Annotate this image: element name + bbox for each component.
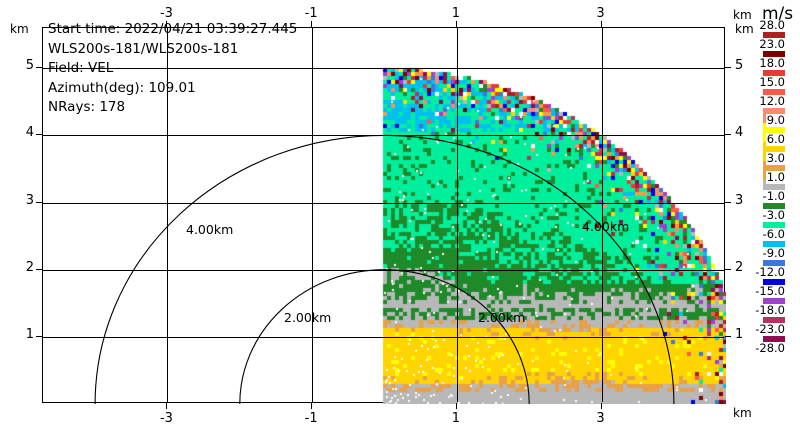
info-overlay-line-4: NRays: 178: [48, 99, 126, 115]
axis-unit-top-right: km: [735, 22, 754, 36]
gridline-x--1: [312, 28, 313, 402]
gridline-y-4: [43, 135, 724, 136]
y-tick-label-left-4: 4: [25, 125, 34, 141]
gridline-x--3: [167, 28, 168, 402]
tick: [166, 21, 167, 27]
y-tick-label-right-5: 5: [735, 58, 744, 74]
range-ring-label-4km-right: 4.00km: [582, 219, 630, 234]
x-tick-label-top-1: 1: [451, 6, 460, 21]
colorbar-title: m/s: [762, 4, 794, 24]
colorbar-tick-label-1: 23.0: [758, 37, 786, 51]
colorbar-tick-label-15: -18.0: [754, 303, 786, 317]
gridline-y-1: [43, 337, 724, 338]
x-tick-label-bottom-3: 3: [596, 411, 605, 426]
colorbar-tick-label-2: 18.0: [758, 56, 786, 70]
x-tick-label-bottom-1: 1: [451, 411, 460, 426]
colorbar-tick-label-6: 6.0: [765, 132, 786, 146]
range-ring-label-4km-left: 4.00km: [186, 222, 234, 237]
x-tick-label-bottom--3: -3: [159, 411, 173, 426]
y-tick-label-left-3: 3: [25, 192, 34, 208]
y-tick-label-right-3: 3: [735, 192, 744, 208]
colorbar-tick-label-0: 28.0: [758, 18, 786, 32]
y-tick-label-left-1: 1: [25, 326, 34, 342]
y-tick-label-right-4: 4: [735, 125, 744, 141]
colorbar-tick-label-14: -15.0: [754, 284, 786, 298]
y-tick-label-left-5: 5: [25, 58, 34, 74]
tick: [166, 403, 167, 409]
tick: [36, 202, 42, 203]
x-tick-label-bottom--1: -1: [304, 411, 318, 426]
range-ring-label-2km-left: 2.00km: [284, 310, 332, 325]
gridline-y-2: [43, 270, 724, 271]
gridline-y-5: [43, 68, 724, 69]
info-overlay-line-1: WLS200s-181/WLS200s-181: [48, 40, 239, 57]
tick: [725, 202, 731, 203]
gridline-x-3: [602, 28, 603, 402]
colorbar-tick-label-11: -6.0: [761, 227, 786, 241]
tick: [36, 134, 42, 135]
y-tick-label-right-2: 2: [735, 259, 744, 275]
tick: [725, 134, 731, 135]
tick: [456, 403, 457, 409]
plot-area: [42, 27, 726, 405]
colorbar-tick-label-12: -9.0: [761, 246, 786, 260]
axis-unit-bottom-right: km: [733, 406, 752, 420]
info-overlay-line-3: Azimuth(deg): 109.01: [48, 79, 196, 96]
colorbar[interactable]: 28.0 23.0 18.0 15.0 12.0 9.0 6.0 3.0 1.0 -1.0 -3.0…: [754, 19, 786, 355]
tick: [725, 336, 731, 337]
gridline-x-1: [457, 28, 458, 402]
tick: [456, 21, 457, 27]
tick: [36, 336, 42, 337]
x-tick-label-top--3: -3: [159, 6, 173, 21]
tick: [725, 269, 731, 270]
x-tick-label-top--1: -1: [304, 6, 318, 21]
info-overlay: Start time: 2022/04/21 03:39:27.445 WLS20…: [48, 20, 297, 118]
tick: [311, 403, 312, 409]
tick: [601, 403, 602, 409]
tick: [36, 67, 42, 68]
gridline-y-3: [43, 203, 724, 204]
tick: [725, 67, 731, 68]
colorbar-tick-label-8: 1.0: [765, 170, 786, 184]
info-overlay-line-2: Field: VEL: [48, 60, 114, 76]
y-tick-label-right-1: 1: [735, 326, 744, 342]
axis-unit-top-left: km: [10, 22, 29, 36]
colorbar-tick-label-5: 9.0: [765, 113, 786, 127]
colorbar-tick-label-7: 3.0: [765, 151, 786, 165]
colorbar-tick-label-9: -1.0: [761, 189, 786, 203]
colorbar-tick-label-13: -12.0: [754, 265, 786, 279]
axis-unit-top-outer: km: [733, 8, 752, 22]
tick: [311, 21, 312, 27]
y-tick-label-left-2: 2: [25, 259, 34, 275]
colorbar-tick-label-last: -28.0: [754, 341, 786, 355]
x-tick-label-top-3: 3: [596, 6, 605, 21]
info-overlay-line-0: Start time: 2022/04/21 03:39:27.445: [48, 21, 298, 37]
colorbar-tick-label-16: -23.0: [754, 322, 786, 336]
colorbar-tick-label-3: 15.0: [758, 75, 786, 89]
range-ring-label-2km-right: 2.00km: [478, 310, 526, 325]
colorbar-tick-label-4: 12.0: [758, 94, 786, 108]
colorbar-tick-label-10: -3.0: [761, 208, 786, 222]
tick: [601, 21, 602, 27]
tick: [36, 269, 42, 270]
